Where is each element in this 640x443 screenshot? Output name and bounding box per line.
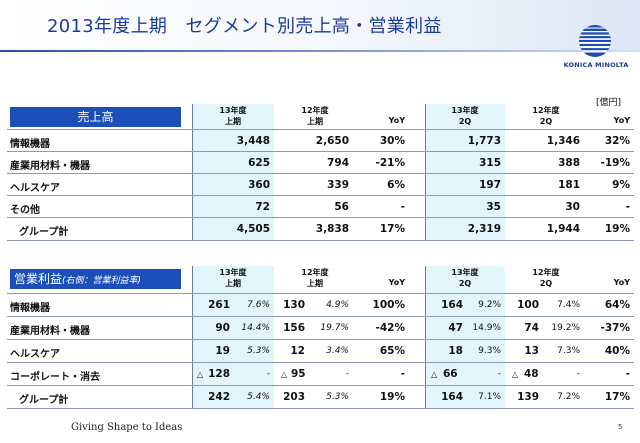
sales-section-label: 売上高 <box>10 107 181 127</box>
op-header-row: 営業利益(右側：営業利益率) 13年度 上期 12年度 上期 YoY 13年度 2Q … <box>7 266 634 290</box>
col-header-13-h1: 13年度 上期 <box>219 106 247 126</box>
konica-minolta-logo-icon <box>579 25 611 57</box>
col-header-13-2q: 13年度 2Q <box>451 106 479 126</box>
sales-header-row: 売上高 13年度 上期 12年度 上期 YoY 13年度 2Q 12年度 2Q YoY <box>7 104 634 128</box>
table-row: コーポレート・消去 △ 128 - △ 95 - - △ 66 - △ 48 -… <box>7 362 634 385</box>
col-header-12-h1: 12年度 上期 <box>301 106 329 126</box>
logo-wordmark: KONICA MINOLTA <box>563 61 629 69</box>
footer-tagline: Giving Shape to Ideas <box>71 422 183 433</box>
page-number: 5 <box>618 423 623 431</box>
table-row: ヘルスケア 360 339 6% 197 181 9% <box>7 173 634 196</box>
header-band <box>0 0 640 52</box>
col-header-13-2q: 13年度 2Q <box>451 268 479 288</box>
table-row: 情報機器 261 7.6% 130 4.9% 100% 164 9.2% 100… <box>7 293 634 316</box>
title-rule <box>0 50 640 52</box>
highlight-h1-column <box>192 266 274 408</box>
col-header-12-2q: 12年度 2Q <box>532 268 560 288</box>
table-row-total: グループ計 4,505 3,838 17% 2,319 1,944 19% <box>7 217 634 241</box>
table-row: 情報機器 3,448 2,650 30% 1,773 1,346 32% <box>7 129 634 152</box>
col-header-12-2q: 12年度 2Q <box>532 106 560 126</box>
highlight-2q-column <box>425 266 505 408</box>
col-header-13-h1: 13年度 上期 <box>219 268 247 288</box>
table-row: 産業用材料・機器 625 794 -21% 315 388 -19% <box>7 151 634 174</box>
col-header-12-h1: 12年度 上期 <box>301 268 329 288</box>
page-title: 2013年度上期 セグメント別売上高・営業利益 <box>47 16 442 37</box>
col-header-yoy-2q: YoY <box>613 116 630 125</box>
col-header-yoy-h1: YoY <box>388 278 405 287</box>
table-row: 産業用材料・機器 90 14.4% 156 19.7% -42% 47 14.9… <box>7 316 634 339</box>
table-row: ヘルスケア 19 5.3% 12 3.4% 65% 18 9.3% 13 7.3… <box>7 339 634 362</box>
table-row: その他 72 56 - 35 30 - <box>7 195 634 218</box>
col-header-yoy-2q: YoY <box>613 278 630 287</box>
col-header-yoy-h1: YoY <box>388 116 405 125</box>
unit-label: [億円] <box>596 98 622 108</box>
op-section-label: 営業利益(右側：営業利益率) <box>10 269 181 289</box>
table-row-total: グループ計 242 5.4% 203 5.3% 19% 164 7.1% 139… <box>7 385 634 409</box>
